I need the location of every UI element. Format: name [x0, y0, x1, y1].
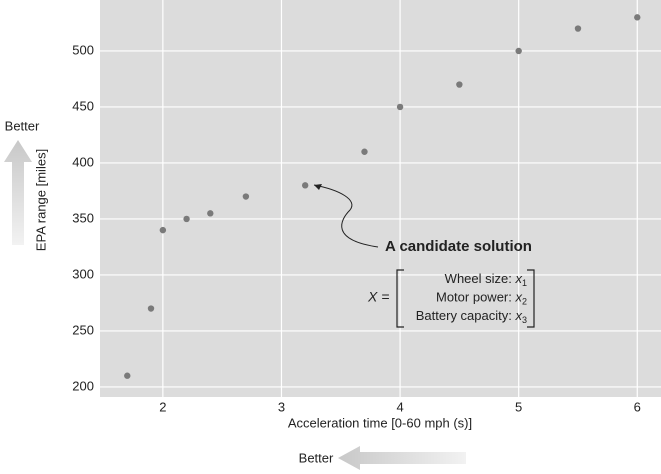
matrix-row: Motor power: x2 [436, 290, 527, 307]
annotation-arrowhead [314, 184, 322, 190]
y-tick-label: 500 [72, 42, 94, 57]
data-point [147, 305, 155, 312]
y-tick-label: 450 [72, 98, 94, 113]
data-point [574, 25, 582, 32]
row-sub: 1 [522, 278, 527, 288]
x-tick-label: 4 [396, 399, 403, 414]
x-better-label: Better [299, 450, 334, 465]
x-tick-label: 3 [278, 399, 285, 414]
matrix-row: Wheel size: x1 [445, 271, 527, 288]
y-tick-label: 400 [72, 154, 94, 169]
row-sub: 2 [522, 297, 527, 307]
row-text: Wheel size: [445, 271, 516, 286]
y-tick-label: 200 [72, 378, 94, 393]
data-point [124, 372, 131, 379]
data-point [361, 148, 368, 155]
y-tick-label: 300 [72, 266, 94, 281]
data-point [183, 215, 190, 223]
annotation-title: A candidate solution [385, 238, 532, 255]
y-tick-label: 250 [72, 322, 94, 337]
y-better-label: Better [5, 118, 40, 133]
data-point [242, 193, 250, 200]
annotation-lhs: X = [367, 289, 389, 305]
y-axis-label: EPA range [miles] [33, 149, 48, 251]
data-point [634, 14, 641, 21]
row-text: Motor power: [436, 290, 515, 305]
data-point [396, 103, 404, 111]
row-sub: 3 [522, 315, 527, 325]
data-point [301, 182, 309, 189]
data-point [207, 210, 214, 217]
row-var: x [514, 271, 522, 286]
better-arrow-left [338, 446, 466, 470]
x-tick-label: 5 [515, 399, 522, 414]
plot-area [100, 0, 661, 397]
matrix-brackets [396, 269, 535, 328]
x-tick-label: 2 [159, 399, 166, 414]
x-axis-label: Acceleration time [0-60 mph (s)] [288, 415, 472, 430]
row-var: x [514, 290, 522, 305]
data-point [456, 81, 463, 88]
row-var: x [514, 308, 522, 323]
matrix-row: Battery capacity: x3 [416, 308, 527, 325]
y-tick-label: 350 [72, 210, 94, 225]
row-text: Battery capacity: [416, 308, 516, 323]
data-point [515, 47, 522, 55]
better-arrow-up [4, 140, 32, 245]
x-tick-label: 6 [634, 399, 641, 414]
annotation-arrow [313, 184, 379, 248]
data-point [159, 226, 167, 234]
